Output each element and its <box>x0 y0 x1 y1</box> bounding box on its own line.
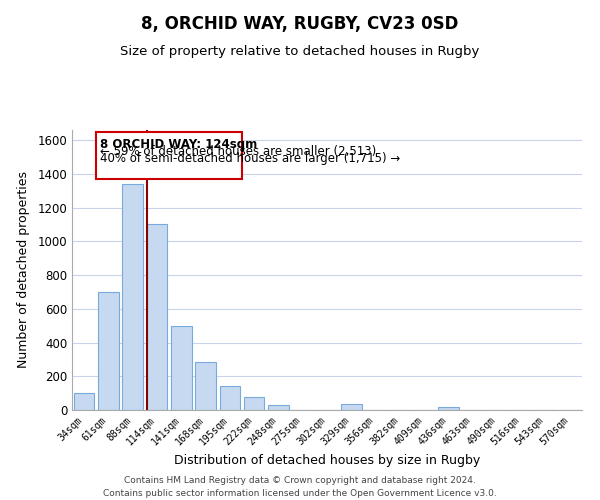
Text: ← 59% of detached houses are smaller (2,513): ← 59% of detached houses are smaller (2,… <box>100 144 376 158</box>
Bar <box>220 386 240 410</box>
Bar <box>171 326 191 410</box>
Bar <box>146 224 167 410</box>
Y-axis label: Number of detached properties: Number of detached properties <box>17 172 31 368</box>
Text: Size of property relative to detached houses in Rugby: Size of property relative to detached ho… <box>121 45 479 58</box>
Bar <box>74 393 94 410</box>
Text: Contains public sector information licensed under the Open Government Licence v3: Contains public sector information licen… <box>103 488 497 498</box>
X-axis label: Distribution of detached houses by size in Rugby: Distribution of detached houses by size … <box>174 454 480 467</box>
FancyBboxPatch shape <box>96 132 242 179</box>
Bar <box>195 362 216 410</box>
Text: 40% of semi-detached houses are larger (1,715) →: 40% of semi-detached houses are larger (… <box>100 152 400 165</box>
Text: Contains HM Land Registry data © Crown copyright and database right 2024.: Contains HM Land Registry data © Crown c… <box>124 476 476 485</box>
Bar <box>244 398 265 410</box>
Bar <box>341 404 362 410</box>
Bar <box>268 405 289 410</box>
Bar <box>122 184 143 410</box>
Text: 8 ORCHID WAY: 124sqm: 8 ORCHID WAY: 124sqm <box>100 138 257 150</box>
Bar <box>98 292 119 410</box>
Text: 8, ORCHID WAY, RUGBY, CV23 0SD: 8, ORCHID WAY, RUGBY, CV23 0SD <box>142 15 458 33</box>
Bar <box>438 408 459 410</box>
